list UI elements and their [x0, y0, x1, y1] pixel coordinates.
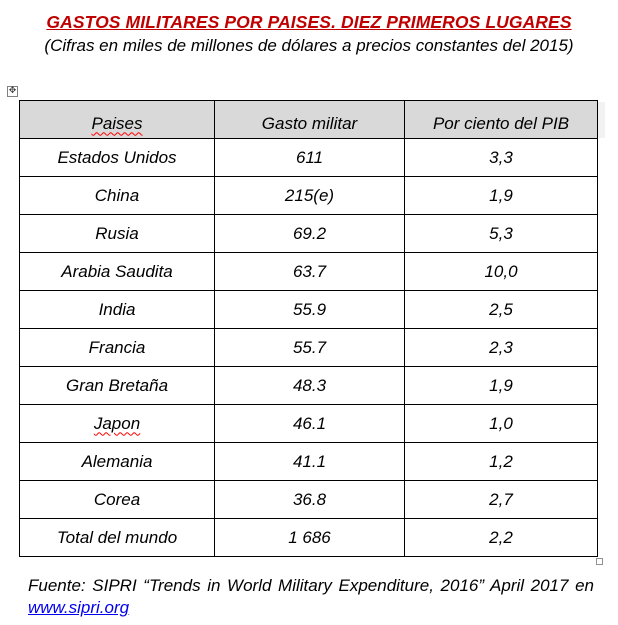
table-row: Corea 36.8 2,7 [19, 480, 598, 519]
cell-spending: 55.9 [214, 290, 405, 329]
header-pct-gdp: Por ciento del PIB [404, 100, 598, 139]
cell-spending: 215(e) [214, 176, 405, 215]
cell-spending: 41.1 [214, 442, 405, 481]
source-note: Fuente: SIPRI “Trends in World Military … [28, 575, 594, 619]
cell-spending: 36.8 [214, 480, 405, 519]
table-row: Alemania 41.1 1,2 [19, 442, 598, 481]
cell-pct-gdp: 3,3 [404, 138, 598, 177]
cell-pct-gdp: 2,2 [404, 518, 598, 557]
table-row: India 55.9 2,5 [19, 290, 598, 329]
table-row: Rusia 69.2 5,3 [19, 214, 598, 253]
cell-country: China [19, 176, 215, 215]
cell-country: Rusia [19, 214, 215, 253]
military-spending-table: Paises Gasto militar Por ciento del PIB … [19, 100, 598, 557]
cell-country: Total del mundo [19, 518, 215, 557]
cell-country: Gran Bretaña [19, 366, 215, 405]
table-row: Francia 55.7 2,3 [19, 328, 598, 367]
cell-pct-gdp: 2,3 [404, 328, 598, 367]
header-country-label: Paises [91, 113, 143, 133]
source-link[interactable]: www.sipri.org [28, 598, 130, 617]
cell-pct-gdp: 2,5 [404, 290, 598, 329]
table-row: Japon 46.1 1,0 [19, 404, 598, 443]
cell-spending: 55.7 [214, 328, 405, 367]
cell-country: Alemania [19, 442, 215, 481]
cell-country: India [19, 290, 215, 329]
cell-spending: 46.1 [214, 404, 405, 443]
table-row: Arabia Saudita 63.7 10,0 [19, 252, 598, 291]
cell-spending: 1 686 [214, 518, 405, 557]
cell-country-label: Japon [93, 413, 141, 433]
cell-pct-gdp: 10,0 [404, 252, 598, 291]
document-subtitle: (Cifras en miles de millones de dólares … [44, 36, 574, 55]
source-text: Fuente: SIPRI “Trends in World Military … [28, 576, 594, 595]
cell-pct-gdp: 5,3 [404, 214, 598, 253]
cell-country: Japon [19, 404, 215, 443]
cell-pct-gdp: 1,9 [404, 366, 598, 405]
cell-pct-gdp: 1,2 [404, 442, 598, 481]
cell-country: Arabia Saudita [19, 252, 215, 291]
table-header-row: Paises Gasto militar Por ciento del PIB [19, 100, 598, 139]
table-resize-handle-icon[interactable] [596, 558, 603, 565]
table-row: China 215(e) 1,9 [19, 176, 598, 215]
header-row-overflow-shade [597, 102, 605, 138]
cell-pct-gdp: 1,9 [404, 176, 598, 215]
cell-pct-gdp: 1,0 [404, 404, 598, 443]
header-spending: Gasto militar [214, 100, 405, 139]
table-row-total: Total del mundo 1 686 2,2 [19, 518, 598, 557]
table-row: Estados Unidos 611 3,3 [19, 138, 598, 177]
cell-spending: 611 [214, 138, 405, 177]
cell-spending: 69.2 [214, 214, 405, 253]
table-move-handle-icon[interactable]: ✥ [7, 86, 18, 97]
table-row: Gran Bretaña 48.3 1,9 [19, 366, 598, 405]
cell-pct-gdp: 2,7 [404, 480, 598, 519]
cell-spending: 48.3 [214, 366, 405, 405]
document-title: GASTOS MILITARES POR PAISES. DIEZ PRIMER… [46, 12, 572, 32]
header-country: Paises [19, 100, 215, 139]
cell-country: Corea [19, 480, 215, 519]
cell-country: Francia [19, 328, 215, 367]
cell-spending: 63.7 [214, 252, 405, 291]
cell-country: Estados Unidos [19, 138, 215, 177]
